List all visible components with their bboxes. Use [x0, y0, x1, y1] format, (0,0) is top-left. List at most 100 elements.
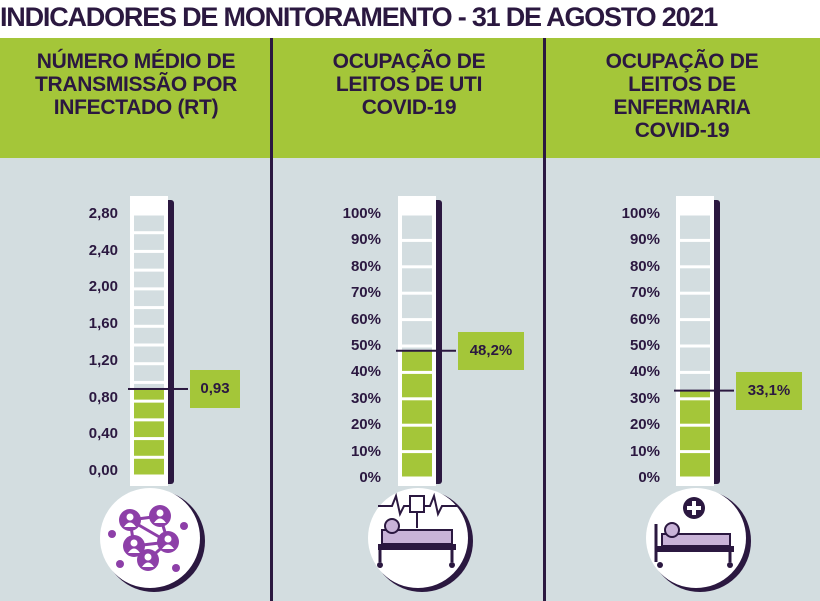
patient-head: [664, 522, 680, 538]
thermometer-gridline: [134, 212, 164, 216]
panel-title-line: LEITOS DE: [628, 73, 736, 96]
thermometer-gridline: [402, 476, 432, 480]
panel-title-line: OCUPAÇÃO DE: [605, 50, 759, 73]
tick-label: 10%: [629, 442, 660, 460]
person-head: [164, 535, 172, 543]
panel-divider: [543, 38, 546, 601]
network-dot: [180, 522, 188, 530]
tick-label: 2,00: [88, 278, 118, 296]
thermometer-gridline: [680, 423, 710, 427]
page-title: INDICADORES DE MONITORAMENTO - 31 DE AGO…: [0, 2, 718, 32]
tick-label: 100%: [342, 205, 381, 222]
bed-frame: [378, 544, 456, 550]
thermometer-gridline: [134, 362, 164, 366]
tick-label: 30%: [629, 389, 660, 407]
thermometer-fill: [402, 350, 432, 478]
panel-title-line: OCUPAÇÃO DE: [332, 50, 486, 73]
person-head: [126, 513, 134, 521]
thermometer-gridline: [680, 476, 710, 480]
tick-label: 50%: [350, 337, 381, 354]
panel-title-line: TRANSMISSÃO POR: [34, 73, 237, 96]
value-marker-line: [128, 387, 188, 390]
person-body: [154, 518, 166, 523]
tick-label: 20%: [350, 416, 381, 434]
thermometer-gridline: [134, 437, 164, 441]
thermometer-gridline: [680, 265, 710, 269]
thermometer-gridline: [680, 291, 710, 295]
tick-label: 0,00: [88, 462, 118, 479]
tick-label: 1,20: [88, 351, 118, 369]
person-head: [156, 509, 164, 517]
thermometer-gridline: [402, 318, 432, 322]
person-head: [144, 553, 152, 561]
person-body: [128, 548, 140, 553]
thermometer-gridline: [402, 291, 432, 295]
panel-title-line: INFECTADO (RT): [53, 96, 219, 119]
tick-label: 10%: [350, 442, 381, 460]
heartbeat-line: [378, 492, 410, 517]
network-dot: [116, 560, 124, 568]
person-body: [124, 522, 136, 527]
panel-title-line: ENFERMARIA: [613, 96, 751, 119]
panel-title-line: LEITOS DE UTI: [335, 73, 483, 96]
tick-label: 70%: [629, 284, 660, 302]
thermometer-gridline: [402, 450, 432, 454]
person-body: [142, 562, 154, 567]
tick-label: 100%: [621, 205, 660, 222]
thermometer-gridline: [680, 450, 710, 454]
thermometer-fill: [134, 388, 164, 476]
tick-label: 40%: [629, 363, 660, 381]
thermometer-gridline: [134, 324, 164, 328]
value-callout: 33,1%: [736, 371, 802, 410]
bed-wheel: [657, 562, 663, 568]
tick-label: 50%: [629, 337, 660, 354]
value-callout: 48,2%: [458, 331, 524, 370]
thermometer-gridline: [680, 212, 710, 216]
thermometer-gridline: [134, 418, 164, 422]
header-band: [0, 38, 820, 158]
thermometer-gridline: [402, 344, 432, 348]
tick-label: 0%: [638, 469, 660, 486]
tick-label: 40%: [350, 363, 381, 381]
value-callout: 0,93: [190, 369, 240, 408]
thermometer-bulb: [100, 488, 200, 588]
thermometer-gridline: [680, 318, 710, 322]
thermometer-gridline: [402, 212, 432, 216]
person-body: [162, 544, 174, 549]
tick-label: 80%: [629, 257, 660, 275]
thermometer-gridline: [680, 238, 710, 242]
thermometer-gridline: [402, 238, 432, 242]
panel-title-line: COVID-19: [634, 119, 730, 142]
tick-label: 90%: [350, 231, 381, 249]
thermometer-gridline: [134, 287, 164, 291]
thermometer-gridline: [134, 380, 164, 384]
panel-title: NÚMERO MÉDIO DE TRANSMISSÃO POR INFECTADO …: [0, 50, 272, 119]
panel-title-line: COVID-19: [361, 96, 457, 119]
panel-divider: [270, 38, 273, 601]
value-marker-line: [674, 389, 734, 392]
bed-wheel: [727, 562, 733, 568]
thermometer-fill: [680, 390, 710, 478]
tick-label: 90%: [629, 231, 660, 249]
tick-label: 60%: [629, 310, 660, 328]
value-marker-line: [396, 349, 456, 352]
thermometer-gridline: [134, 474, 164, 478]
person-head: [130, 539, 138, 547]
thermometer-gridline: [134, 231, 164, 235]
thermometer-gridline: [402, 397, 432, 401]
bed-frame: [656, 546, 734, 552]
tick-label: 0,80: [88, 388, 118, 406]
thermometer-gridline: [134, 455, 164, 459]
thermometer-gridline: [402, 423, 432, 427]
network-dot: [108, 530, 116, 538]
cross-horizontal: [687, 506, 701, 510]
panel-title: OCUPAÇÃO DE LEITOS DE ENFERMARIA COVID-19: [546, 50, 818, 142]
thermometer-gridline: [134, 249, 164, 253]
tick-label: 0%: [359, 469, 381, 486]
thermometer-gridline: [680, 344, 710, 348]
heartbeat-line: [424, 492, 458, 517]
bed-wheel: [377, 562, 383, 568]
tick-label: 70%: [350, 284, 381, 302]
panel-title-line: NÚMERO MÉDIO DE: [36, 50, 236, 73]
